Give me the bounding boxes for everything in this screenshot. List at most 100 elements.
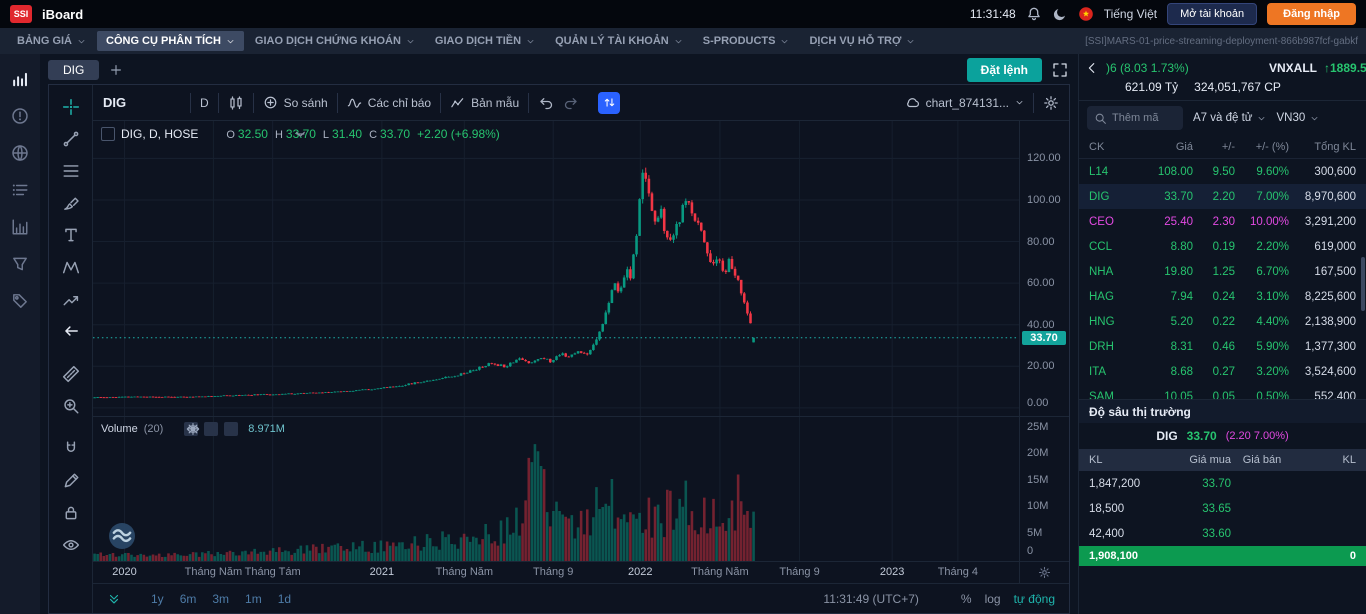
- lock-all-tool[interactable]: [54, 497, 88, 529]
- hide-all-tool[interactable]: [54, 529, 88, 561]
- zoom-in-tool[interactable]: [54, 390, 88, 422]
- prev-index-icon[interactable]: [1085, 61, 1099, 75]
- menu-item-5[interactable]: S-PRODUCTS: [694, 31, 799, 51]
- watchlist-row-NHA[interactable]: NHA 19.80 1.25 6.70% 167,500: [1089, 265, 1356, 278]
- crosshair-tool[interactable]: [54, 91, 88, 123]
- notifications-icon[interactable]: [1026, 6, 1042, 22]
- pattern-tool[interactable]: [54, 251, 88, 283]
- back-arrow-tool[interactable]: [54, 315, 88, 347]
- depth-row[interactable]: 1,847,200 33.70: [1089, 477, 1231, 490]
- brush-tool[interactable]: [54, 187, 88, 219]
- analysis-icon[interactable]: [11, 218, 29, 236]
- watchlist-row-ITA[interactable]: ITA 8.68 0.27 3.20% 3,524,600: [1089, 365, 1356, 378]
- pane-close-icon[interactable]: [188, 422, 239, 436]
- measure-tool[interactable]: [54, 358, 88, 390]
- log-scale-button[interactable]: log: [984, 591, 1001, 606]
- column-header[interactable]: +/- (%): [1255, 140, 1289, 153]
- index-turnover: 621.09 Tỷ: [1125, 80, 1179, 94]
- chart-tab-dig[interactable]: DIG: [48, 60, 100, 80]
- time-axis-label: Tháng Năm: [184, 566, 243, 578]
- range-1d-button[interactable]: 1d: [277, 591, 292, 606]
- layout-button[interactable]: chart_874131...: [905, 95, 1024, 110]
- search-input[interactable]: [1112, 112, 1170, 124]
- search-icon: [1094, 112, 1107, 125]
- legend-symbol[interactable]: DIG, D, HOSE: [121, 127, 199, 141]
- indicators-button[interactable]: Các chỉ báo: [347, 95, 431, 110]
- depth-row[interactable]: 18,500 33.65: [1089, 502, 1231, 515]
- ssi-logo[interactable]: SSI: [10, 5, 32, 23]
- fullscreen-icon[interactable]: [1052, 62, 1068, 78]
- depth-row[interactable]: 42,400 33.60: [1089, 527, 1231, 540]
- watchlist-row-L14[interactable]: L14 108.00 9.50 9.60% 300,600: [1089, 165, 1356, 178]
- edit-tool[interactable]: [54, 465, 88, 497]
- language-selector[interactable]: Tiếng Việt: [1103, 7, 1158, 21]
- symbol-button[interactable]: DIG: [103, 95, 127, 110]
- templates-icon: [450, 95, 465, 110]
- undo-icon[interactable]: [538, 95, 554, 111]
- menu-item-1[interactable]: CÔNG CỤ PHÂN TÍCH: [97, 31, 244, 51]
- price-axis[interactable]: 120.00 100.00 80.00 60.00 40.00 20.00 0.00 33.7…: [1019, 121, 1069, 583]
- menu-item-0[interactable]: BẢNG GIÁ: [8, 31, 95, 51]
- watchlist-icon[interactable]: [11, 181, 29, 199]
- trend-line-tool[interactable]: [54, 123, 88, 155]
- watchlist-row-HAG[interactable]: HAG 7.94 0.24 3.10% 8,225,600: [1089, 290, 1356, 303]
- interval-button[interactable]: D: [200, 95, 209, 110]
- watchlist-row-DIG[interactable]: DIG 33.70 2.20 7.00% 8,970,600: [1079, 184, 1366, 209]
- watchlist-scrollbar[interactable]: [1361, 257, 1365, 311]
- open-account-button[interactable]: Mở tài khoản: [1167, 3, 1258, 25]
- collapse-panel-icon[interactable]: [107, 592, 121, 606]
- tags-icon[interactable]: [11, 292, 29, 310]
- depth-rows: 1,847,200 33.70 18,500 33.65 42,400 33.60: [1079, 471, 1366, 546]
- percent-scale-button[interactable]: %: [960, 591, 972, 606]
- column-header[interactable]: Giá: [1175, 140, 1193, 153]
- column-header[interactable]: Tổng KL: [1314, 140, 1356, 153]
- fib-retracement-tool[interactable]: [54, 155, 88, 187]
- compare-button[interactable]: So sánh: [263, 95, 328, 110]
- menu-item-6[interactable]: DỊCH VỤ HỖ TRỢ: [800, 31, 924, 51]
- global-markets-icon[interactable]: [11, 144, 29, 162]
- price-board-icon[interactable]: [11, 70, 29, 88]
- watchlist-row-SAM[interactable]: SAM 10.05 0.05 0.50% 552,400: [1089, 390, 1356, 400]
- index-name[interactable]: VNXALL: [1269, 61, 1317, 75]
- watchlist-row-DRH[interactable]: DRH 8.31 0.46 5.90% 1,377,300: [1089, 340, 1356, 353]
- range-6m-button[interactable]: 6m: [179, 591, 197, 606]
- column-header[interactable]: +/-: [1221, 140, 1235, 153]
- alerts-icon[interactable]: [11, 107, 29, 125]
- watchlist-row-CCL[interactable]: CCL 8.80 0.19 2.20% 619,000: [1089, 240, 1356, 253]
- candlestick-chart[interactable]: [93, 121, 1019, 416]
- menu-item-2[interactable]: GIAO DỊCH CHỨNG KHOÁN: [246, 31, 424, 51]
- symbol-search[interactable]: [1087, 106, 1183, 130]
- watchlist-row-HNG[interactable]: HNG 5.20 0.22 4.40% 2,138,900: [1089, 315, 1356, 328]
- column-header[interactable]: CK: [1089, 140, 1105, 153]
- watchlist-group2-dropdown[interactable]: VN30: [1276, 112, 1319, 124]
- templates-button[interactable]: Bản mẫu: [450, 95, 519, 110]
- watchlist-group-dropdown[interactable]: A7 và đệ tử: [1193, 112, 1266, 124]
- magnet-tool[interactable]: [54, 433, 88, 465]
- login-button[interactable]: Đăng nhập: [1267, 3, 1356, 25]
- chevron-down-icon[interactable]: [204, 130, 305, 139]
- menu-item-4[interactable]: QUẢN LÝ TÀI KHOẢN: [546, 31, 692, 51]
- redo-icon[interactable]: [563, 95, 579, 111]
- quick-trade-button[interactable]: [598, 91, 621, 114]
- range-1m-button[interactable]: 1m: [245, 591, 262, 606]
- chart-settings-icon[interactable]: [1043, 95, 1059, 111]
- auto-scale-button[interactable]: tự động: [1013, 591, 1055, 606]
- menu-item-3[interactable]: GIAO DỊCH TIỀN: [426, 31, 544, 51]
- range-1y-button[interactable]: 1y: [151, 591, 164, 606]
- place-order-button[interactable]: Đặt lệnh: [966, 58, 1042, 82]
- text-tool[interactable]: [54, 219, 88, 251]
- range-3m-button[interactable]: 3m: [212, 591, 230, 606]
- watchlist-row-CEO[interactable]: CEO 25.40 2.30 10.00% 3,291,200: [1089, 215, 1356, 228]
- chart-bottom-bar: 1y 6m 3m 1m 1d 11:31:49 (UTC+7) % log tự độn…: [93, 583, 1069, 613]
- chart-type-icon[interactable]: [228, 95, 244, 111]
- chevron-down-icon: [780, 37, 789, 46]
- add-tab-button[interactable]: [109, 63, 123, 77]
- volume-label[interactable]: Volume: [101, 423, 138, 435]
- screener-icon[interactable]: [11, 255, 29, 273]
- forecast-tool[interactable]: [54, 283, 88, 315]
- volume-chart[interactable]: [93, 417, 1019, 561]
- theme-toggle-icon[interactable]: [1052, 6, 1068, 22]
- time-axis[interactable]: 2020 Tháng Năm Tháng Tám 2021 Tháng Năm Tháng…: [93, 561, 1019, 583]
- axis-settings-icon[interactable]: [1038, 566, 1051, 579]
- volume-axis-label: 20M: [1027, 447, 1049, 460]
